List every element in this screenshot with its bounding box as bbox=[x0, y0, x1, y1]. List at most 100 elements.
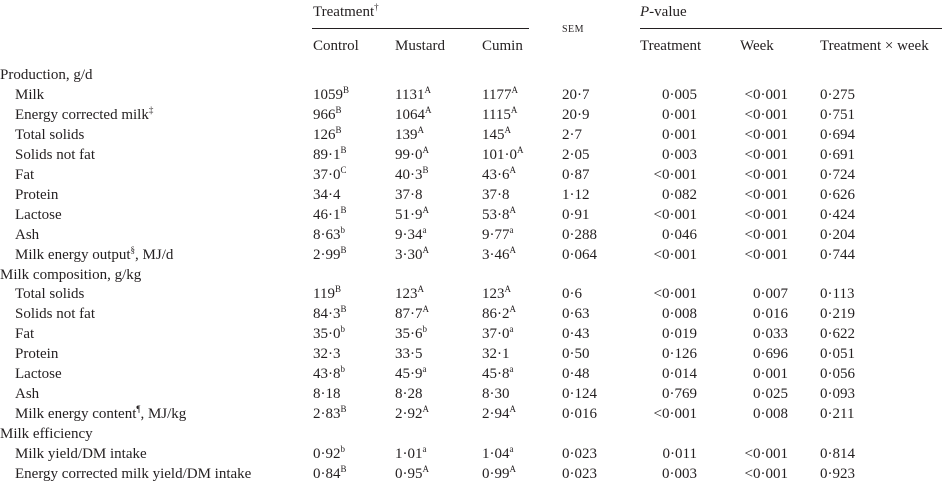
label-text: Milk bbox=[15, 86, 45, 103]
rule bbox=[312, 28, 529, 29]
cell: 0·751 bbox=[820, 105, 855, 125]
cell-value: 3·46 bbox=[482, 246, 510, 263]
cell: <0·001 bbox=[745, 85, 788, 105]
cell: 2·83B bbox=[313, 404, 347, 424]
significance-letter: A bbox=[511, 84, 518, 95]
cell-value: 9·77 bbox=[482, 226, 510, 243]
cell: 37·8 bbox=[482, 185, 510, 205]
cell-value: 46·1 bbox=[313, 206, 341, 223]
cell: 1059B bbox=[313, 85, 349, 105]
cell: 2·7 bbox=[562, 125, 582, 145]
cell-value: 966 bbox=[313, 106, 336, 123]
cell-value: 51·9 bbox=[395, 206, 423, 223]
row-label: Solids not fat bbox=[15, 304, 95, 324]
cell-value: 0·6 bbox=[562, 286, 582, 303]
significance-letter: B bbox=[340, 304, 347, 315]
cell: 0·016 bbox=[753, 304, 788, 324]
label-text: Lactose bbox=[15, 366, 62, 383]
cell-value: 0·124 bbox=[562, 386, 597, 403]
cell-value: 89·1 bbox=[313, 146, 341, 163]
cell: 0·051 bbox=[820, 344, 855, 364]
cell: 966B bbox=[313, 105, 342, 125]
cell-value: 0·001 bbox=[753, 366, 788, 383]
cell: 0·001 bbox=[662, 105, 697, 125]
cell: 0·005 bbox=[662, 85, 697, 105]
cell: <0·001 bbox=[745, 145, 788, 165]
cell: 0·126 bbox=[662, 344, 697, 364]
cell: <0·001 bbox=[745, 205, 788, 225]
cell-value: <0·001 bbox=[744, 466, 788, 482]
cell-value: 0·003 bbox=[662, 146, 697, 163]
row-label: Milk energy output§, MJ/d bbox=[15, 245, 173, 265]
cell-value: 86·2 bbox=[482, 306, 510, 323]
cell: 0·011 bbox=[663, 444, 697, 464]
row-label: Energy corrected milk‡ bbox=[15, 105, 153, 125]
cell: <0·001 bbox=[745, 225, 788, 245]
cell: 35·0b bbox=[313, 324, 345, 344]
cell: 119B bbox=[313, 284, 341, 304]
cell-value: 2·83 bbox=[313, 406, 341, 423]
cell-value: 0·001 bbox=[662, 106, 697, 123]
label-text: Solids not fat bbox=[15, 146, 96, 163]
cell-value: 0·082 bbox=[662, 186, 697, 203]
treatment-header: Treatment† bbox=[313, 2, 379, 22]
cell-value: <0·001 bbox=[744, 126, 788, 143]
cell-value: 0·99 bbox=[482, 466, 510, 482]
significance-letter: A bbox=[504, 124, 512, 135]
row-label: Fat bbox=[15, 324, 34, 344]
cell: 0·056 bbox=[820, 364, 855, 384]
significance-letter: B bbox=[340, 204, 347, 215]
cell: 84·3B bbox=[313, 304, 347, 324]
significance-letter: A bbox=[422, 464, 430, 474]
cell-value: 33·5 bbox=[395, 346, 423, 363]
significance-letter: a bbox=[509, 364, 514, 375]
cell-value: 20·9 bbox=[562, 106, 590, 123]
cell-value: <0·001 bbox=[653, 206, 697, 223]
cell: 2·92A bbox=[395, 404, 429, 424]
significance-letter: B bbox=[340, 404, 347, 415]
cell-value: 8·30 bbox=[482, 386, 510, 403]
cell-value: 0·007 bbox=[753, 286, 788, 303]
cell-value: 1·04 bbox=[482, 446, 510, 463]
significance-letter: A bbox=[509, 244, 517, 255]
cell-value: 0·003 bbox=[662, 466, 697, 482]
label-text: Lactose bbox=[15, 206, 62, 223]
significance-letter: A bbox=[417, 124, 425, 135]
cell: 0·093 bbox=[820, 384, 855, 404]
cell: 0·50 bbox=[562, 344, 590, 364]
significance-letter: A bbox=[422, 404, 430, 415]
cell-value: 9·34 bbox=[395, 226, 423, 243]
header-text: Treatment bbox=[313, 4, 375, 20]
cell-value: 0·126 bbox=[662, 346, 697, 363]
significance-letter: a bbox=[422, 224, 427, 235]
significance-letter: a bbox=[422, 444, 427, 455]
cell-value: 0·033 bbox=[753, 326, 788, 343]
cell: 0·211 bbox=[820, 404, 854, 424]
cell-value: 145 bbox=[482, 126, 505, 143]
cell: 0·694 bbox=[820, 125, 855, 145]
cell-value: 45·9 bbox=[395, 366, 423, 383]
cell-value: 1·01 bbox=[395, 446, 423, 463]
cell-value: 0·046 bbox=[662, 226, 697, 243]
cell: 45·8a bbox=[482, 364, 514, 384]
cell-value: 0·87 bbox=[562, 166, 590, 183]
cell: 0·016 bbox=[562, 404, 597, 424]
cell-value: 123 bbox=[395, 286, 418, 303]
cell-value: 0·63 bbox=[562, 306, 590, 323]
row-label: Lactose bbox=[15, 205, 62, 225]
row-label: Protein bbox=[15, 344, 58, 364]
cell: 35·6b bbox=[395, 324, 427, 344]
cell: <0·001 bbox=[745, 105, 788, 125]
significance-letter: A bbox=[509, 464, 517, 474]
row-label: Milk bbox=[15, 85, 44, 105]
cell: 3·30A bbox=[395, 245, 429, 265]
cell: 86·2A bbox=[482, 304, 516, 324]
significance-letter: B bbox=[340, 144, 347, 155]
significance-letter: b bbox=[422, 324, 428, 335]
cell-value: <0·001 bbox=[744, 206, 788, 223]
cell: 0·124 bbox=[562, 384, 597, 404]
cell: 20·7 bbox=[562, 85, 590, 105]
cell: 37·0a bbox=[482, 324, 514, 344]
cell: 0·724 bbox=[820, 165, 855, 185]
